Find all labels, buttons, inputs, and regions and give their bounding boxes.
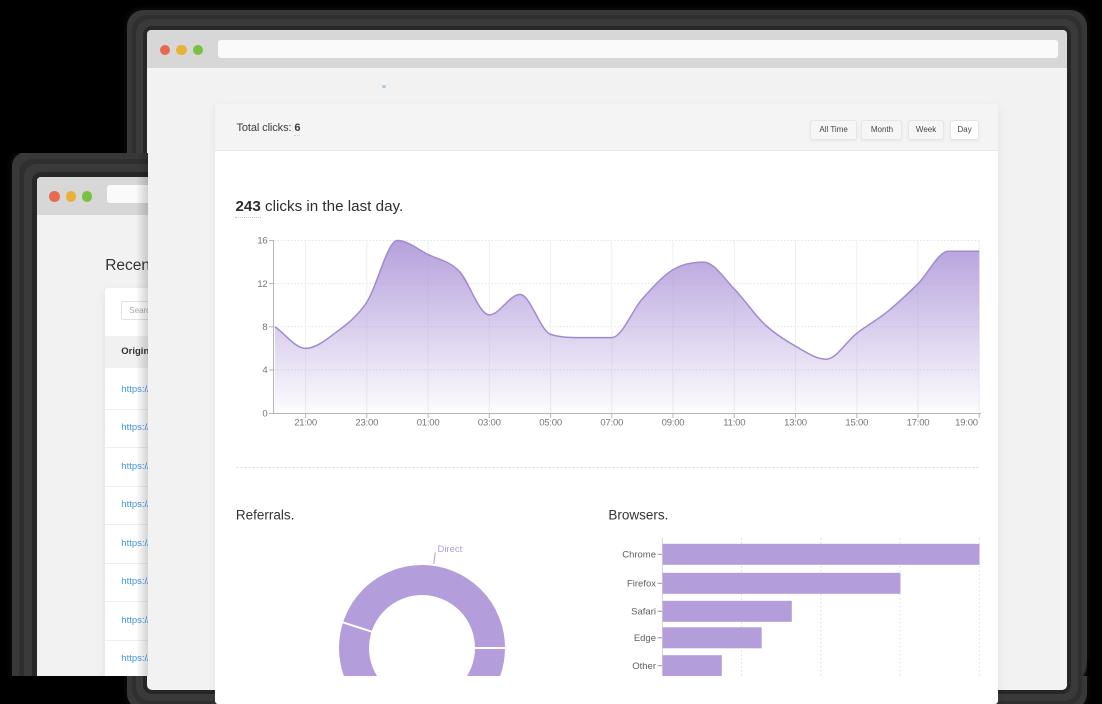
svg-text:11:00: 11:00 <box>723 418 745 429</box>
svg-text:05:00: 05:00 <box>539 418 562 429</box>
svg-text:Edge: Edge <box>634 633 656 644</box>
svg-text:Firefox: Firefox <box>627 579 656 590</box>
svg-text:17:00: 17:00 <box>907 418 930 429</box>
svg-text:23:00: 23:00 <box>355 418 378 429</box>
svg-text:0: 0 <box>262 409 267 420</box>
svg-text:13:00: 13:00 <box>784 418 807 429</box>
svg-text:Other: Other <box>632 661 656 672</box>
svg-text:4: 4 <box>262 365 267 376</box>
svg-text:01:00: 01:00 <box>417 418 440 429</box>
svg-text:Safari: Safari <box>631 607 656 618</box>
svg-text:16: 16 <box>257 236 267 247</box>
svg-text:8: 8 <box>262 322 267 333</box>
svg-text:19:00: 19:00 <box>955 418 978 429</box>
svg-text:21:00: 21:00 <box>294 418 317 429</box>
svg-text:09:00: 09:00 <box>662 418 685 429</box>
svg-text:Browsers.: Browsers. <box>608 508 668 523</box>
svg-text:Referrals.: Referrals. <box>236 508 295 523</box>
svg-text:Chrome: Chrome <box>622 550 656 561</box>
svg-text:12: 12 <box>257 279 267 290</box>
svg-text:15:00: 15:00 <box>845 418 868 429</box>
svg-text:07:00: 07:00 <box>600 418 623 429</box>
svg-text:03:00: 03:00 <box>478 418 501 429</box>
svg-text:Direct: Direct <box>438 544 463 555</box>
